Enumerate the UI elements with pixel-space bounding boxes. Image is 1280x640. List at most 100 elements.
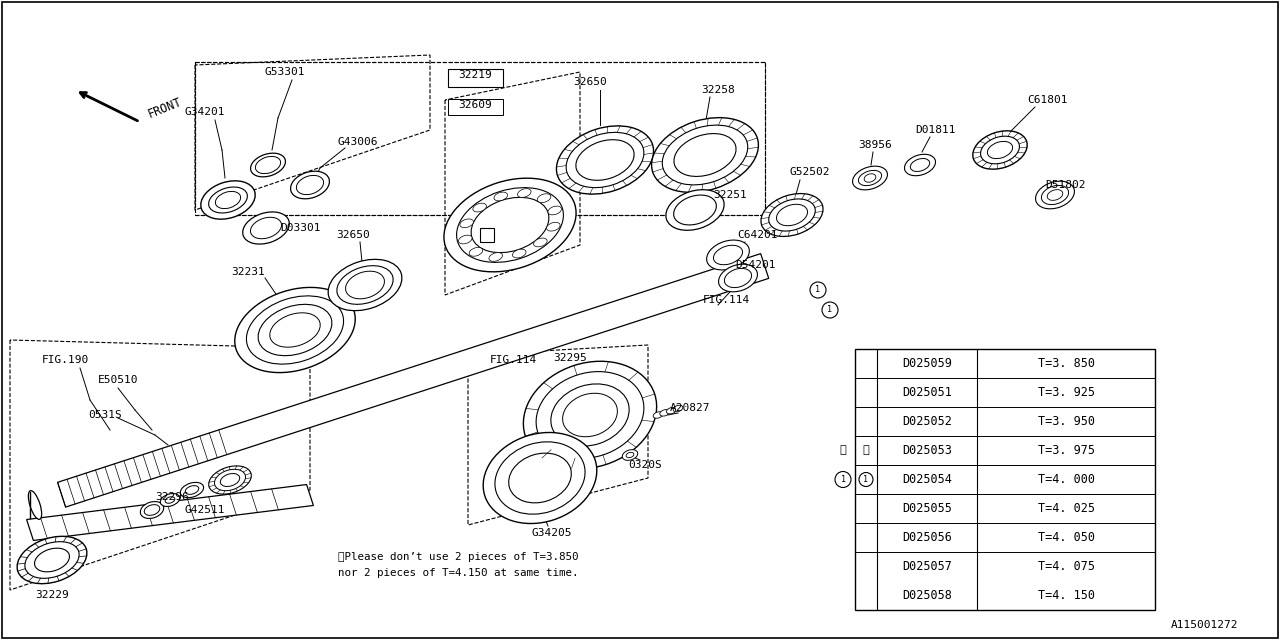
- Text: T=3. 850: T=3. 850: [1038, 357, 1094, 370]
- Text: 1: 1: [827, 305, 832, 314]
- Ellipse shape: [251, 218, 282, 239]
- Text: 32296: 32296: [155, 492, 188, 502]
- Text: 32650: 32650: [337, 230, 370, 240]
- Text: ※: ※: [863, 445, 869, 456]
- Text: 0320S: 0320S: [628, 460, 662, 470]
- Text: T=4. 000: T=4. 000: [1038, 473, 1094, 486]
- Circle shape: [810, 282, 826, 298]
- Ellipse shape: [141, 502, 164, 518]
- Text: T=4. 025: T=4. 025: [1038, 502, 1094, 515]
- Ellipse shape: [35, 548, 69, 572]
- Ellipse shape: [24, 541, 79, 579]
- Ellipse shape: [566, 132, 644, 188]
- Ellipse shape: [852, 166, 887, 190]
- Text: FIG.190: FIG.190: [41, 355, 88, 365]
- Text: T=4. 150: T=4. 150: [1038, 589, 1094, 602]
- Ellipse shape: [247, 296, 343, 364]
- Text: 32258: 32258: [701, 85, 735, 95]
- Circle shape: [859, 472, 873, 486]
- Text: G42511: G42511: [184, 505, 225, 515]
- Ellipse shape: [337, 266, 393, 305]
- Text: ※: ※: [840, 445, 846, 456]
- Text: 32650: 32650: [573, 77, 607, 87]
- Text: C61801: C61801: [1028, 95, 1069, 105]
- Ellipse shape: [987, 141, 1012, 159]
- Text: FRONT: FRONT: [146, 95, 184, 121]
- Ellipse shape: [460, 219, 474, 228]
- Bar: [855, 349, 1155, 610]
- Text: D025051: D025051: [902, 386, 952, 399]
- Text: D03301: D03301: [280, 223, 320, 233]
- Ellipse shape: [622, 450, 637, 460]
- Text: T=3. 925: T=3. 925: [1038, 386, 1094, 399]
- Circle shape: [835, 472, 851, 488]
- Text: 32295: 32295: [553, 353, 586, 363]
- Ellipse shape: [859, 170, 882, 186]
- Text: C64201: C64201: [737, 230, 778, 240]
- Ellipse shape: [201, 181, 255, 219]
- Ellipse shape: [297, 175, 324, 195]
- Ellipse shape: [215, 191, 241, 209]
- Ellipse shape: [548, 206, 562, 215]
- Ellipse shape: [483, 433, 596, 524]
- Ellipse shape: [667, 408, 676, 414]
- Text: D025055: D025055: [902, 502, 952, 515]
- Text: D51802: D51802: [1044, 180, 1085, 190]
- Text: D025056: D025056: [902, 531, 952, 544]
- Text: T=3. 950: T=3. 950: [1038, 415, 1094, 428]
- Text: 1: 1: [841, 475, 846, 484]
- Text: FIG.114: FIG.114: [490, 355, 538, 365]
- Ellipse shape: [145, 505, 160, 515]
- Text: 32251: 32251: [713, 190, 746, 200]
- Text: 0531S: 0531S: [88, 410, 122, 420]
- Ellipse shape: [1042, 186, 1069, 205]
- Ellipse shape: [760, 193, 823, 236]
- Ellipse shape: [234, 287, 356, 372]
- Ellipse shape: [17, 536, 87, 584]
- Ellipse shape: [489, 253, 503, 261]
- Text: T=4. 075: T=4. 075: [1038, 560, 1094, 573]
- Text: A20827: A20827: [669, 403, 710, 413]
- Ellipse shape: [495, 442, 585, 514]
- Bar: [480, 228, 494, 242]
- Ellipse shape: [534, 238, 547, 247]
- Ellipse shape: [550, 384, 630, 446]
- Ellipse shape: [472, 203, 486, 212]
- Text: G53301: G53301: [265, 67, 305, 77]
- Text: G34205: G34205: [531, 528, 572, 538]
- Ellipse shape: [458, 235, 472, 244]
- Ellipse shape: [180, 483, 204, 498]
- Text: 38956: 38956: [858, 140, 892, 150]
- Ellipse shape: [652, 118, 759, 193]
- Text: D025052: D025052: [902, 415, 952, 428]
- Ellipse shape: [209, 466, 251, 494]
- Ellipse shape: [243, 212, 289, 244]
- Ellipse shape: [291, 171, 329, 199]
- Ellipse shape: [165, 497, 175, 503]
- Text: D025057: D025057: [902, 560, 952, 573]
- Ellipse shape: [653, 412, 663, 419]
- Text: D025054: D025054: [902, 473, 952, 486]
- Ellipse shape: [215, 469, 246, 491]
- Ellipse shape: [494, 192, 507, 201]
- Ellipse shape: [444, 178, 576, 272]
- Text: 1: 1: [815, 285, 820, 294]
- Ellipse shape: [1047, 189, 1062, 200]
- Ellipse shape: [328, 259, 402, 310]
- Ellipse shape: [707, 240, 749, 270]
- Text: G43006: G43006: [338, 137, 379, 147]
- Text: 32231: 32231: [232, 267, 265, 277]
- Text: T=3. 975: T=3. 975: [1038, 444, 1094, 457]
- Ellipse shape: [769, 199, 815, 231]
- Ellipse shape: [547, 222, 561, 231]
- Text: 32219: 32219: [458, 70, 492, 80]
- Ellipse shape: [209, 187, 247, 213]
- Ellipse shape: [471, 197, 549, 253]
- Ellipse shape: [457, 188, 563, 262]
- Circle shape: [822, 302, 838, 318]
- Ellipse shape: [980, 136, 1019, 164]
- Ellipse shape: [259, 305, 332, 356]
- Polygon shape: [27, 484, 314, 540]
- Ellipse shape: [713, 245, 742, 265]
- Bar: [448, 99, 503, 115]
